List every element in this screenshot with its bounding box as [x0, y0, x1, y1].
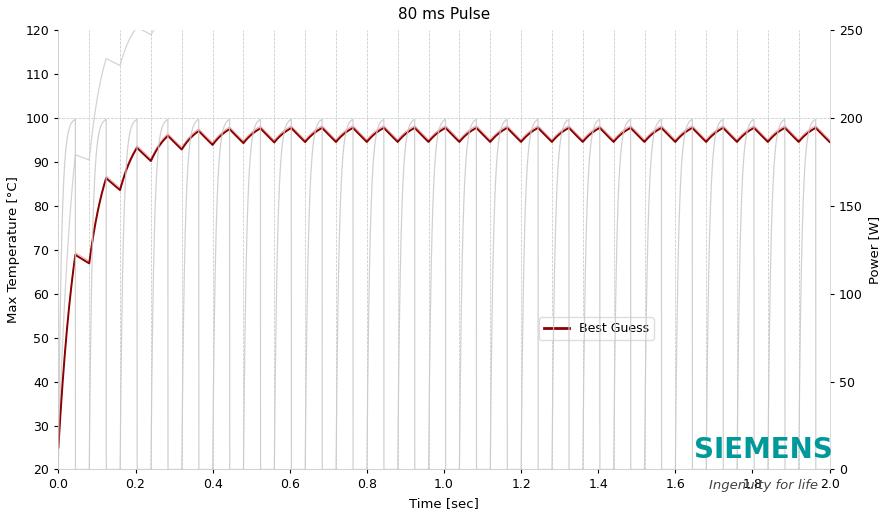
Text: SIEMENS: SIEMENS — [694, 436, 833, 464]
X-axis label: Time [sec]: Time [sec] — [409, 497, 479, 510]
Y-axis label: Power [W]: Power [W] — [868, 216, 881, 284]
Y-axis label: Max Temperature [°C]: Max Temperature [°C] — [7, 176, 20, 323]
Legend: Best Guess: Best Guess — [538, 317, 654, 340]
Title: 80 ms Pulse: 80 ms Pulse — [398, 7, 490, 22]
Text: Ingenuity for life: Ingenuity for life — [710, 479, 818, 493]
